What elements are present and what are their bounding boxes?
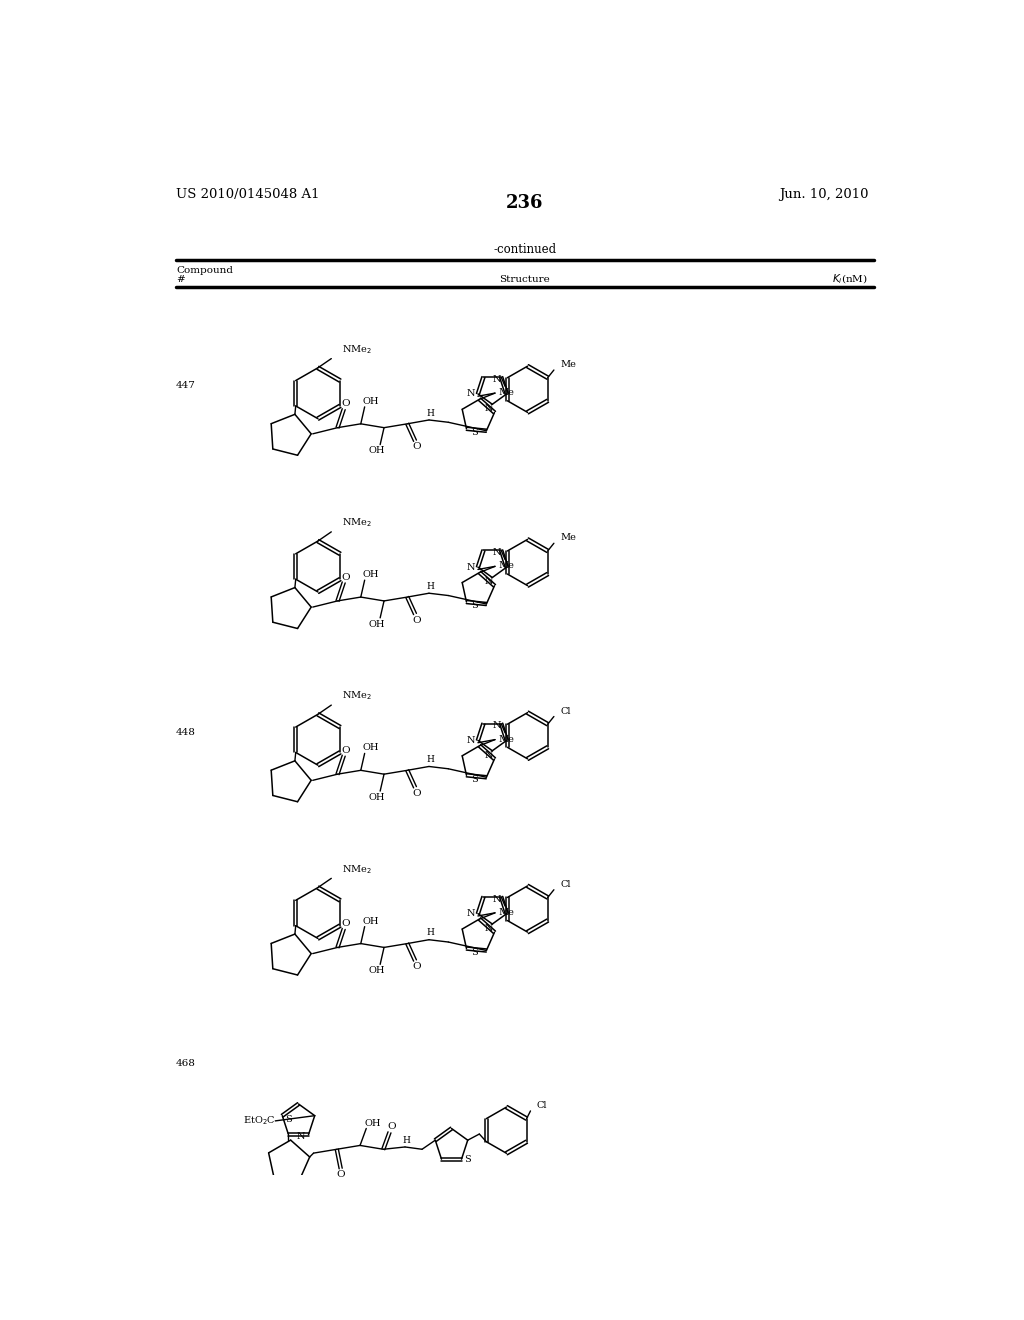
Text: O: O <box>413 789 421 797</box>
Text: S: S <box>285 1115 292 1125</box>
Text: H: H <box>427 755 434 764</box>
Text: NMe$_2$: NMe$_2$ <box>342 343 372 356</box>
Text: Me: Me <box>499 734 514 743</box>
Text: Me: Me <box>499 561 514 570</box>
Text: 468: 468 <box>176 1059 196 1068</box>
Text: O: O <box>336 1171 345 1179</box>
Text: O: O <box>413 962 421 972</box>
Text: N: N <box>484 751 494 760</box>
Text: 236: 236 <box>506 194 544 213</box>
Text: Me: Me <box>499 908 514 917</box>
Text: OH: OH <box>368 966 385 975</box>
Text: O: O <box>387 1122 396 1131</box>
Text: O: O <box>413 615 421 624</box>
Text: OH: OH <box>368 619 385 628</box>
Text: O: O <box>342 573 350 582</box>
Text: OH: OH <box>365 1118 381 1127</box>
Text: S: S <box>471 775 477 784</box>
Text: US 2010/0145048 A1: US 2010/0145048 A1 <box>176 187 319 201</box>
Text: S: S <box>471 602 477 610</box>
Text: NMe$_2$: NMe$_2$ <box>342 516 372 529</box>
Text: NMe$_2$: NMe$_2$ <box>342 689 372 702</box>
Text: N: N <box>467 909 475 919</box>
Text: N: N <box>493 548 501 557</box>
Text: N: N <box>493 375 501 384</box>
Text: OH: OH <box>362 570 379 579</box>
Text: OH: OH <box>362 743 379 752</box>
Text: H: H <box>427 409 434 417</box>
Text: O: O <box>342 919 350 928</box>
Text: H: H <box>402 1135 411 1144</box>
Text: S: S <box>471 428 477 437</box>
Text: Compound: Compound <box>176 267 233 276</box>
Text: OH: OH <box>362 397 379 407</box>
Text: N: N <box>484 924 494 933</box>
Text: H: H <box>427 928 434 937</box>
Text: Me: Me <box>560 533 575 543</box>
Text: Me: Me <box>560 360 575 370</box>
Text: N: N <box>467 735 475 744</box>
Text: H: H <box>427 582 434 591</box>
Text: S: S <box>464 1155 471 1164</box>
Text: N: N <box>297 1133 305 1142</box>
Text: O: O <box>342 400 350 408</box>
Text: $K_i$(nM): $K_i$(nM) <box>833 272 868 286</box>
Text: Cl: Cl <box>537 1101 547 1110</box>
Text: -continued: -continued <box>494 243 556 256</box>
Text: N: N <box>467 562 475 572</box>
Text: O: O <box>342 746 350 755</box>
Text: OH: OH <box>362 917 379 925</box>
Text: EtO$_2$C: EtO$_2$C <box>243 1114 275 1127</box>
Text: Jun. 10, 2010: Jun. 10, 2010 <box>778 187 868 201</box>
Text: N: N <box>484 404 494 413</box>
Text: OH: OH <box>368 793 385 801</box>
Text: Me: Me <box>499 388 514 397</box>
Text: OH: OH <box>368 446 385 455</box>
Text: Structure: Structure <box>500 275 550 284</box>
Text: Cl: Cl <box>560 706 570 715</box>
Text: O: O <box>413 442 421 451</box>
Text: N: N <box>467 389 475 399</box>
Text: N: N <box>484 577 494 586</box>
Text: S: S <box>471 948 477 957</box>
Text: NMe$_2$: NMe$_2$ <box>342 863 372 875</box>
Text: Cl: Cl <box>560 880 570 888</box>
Text: N: N <box>493 895 501 904</box>
Text: 448: 448 <box>176 727 196 737</box>
Text: 447: 447 <box>176 381 196 389</box>
Text: N: N <box>493 722 501 730</box>
Text: #: # <box>176 275 184 284</box>
